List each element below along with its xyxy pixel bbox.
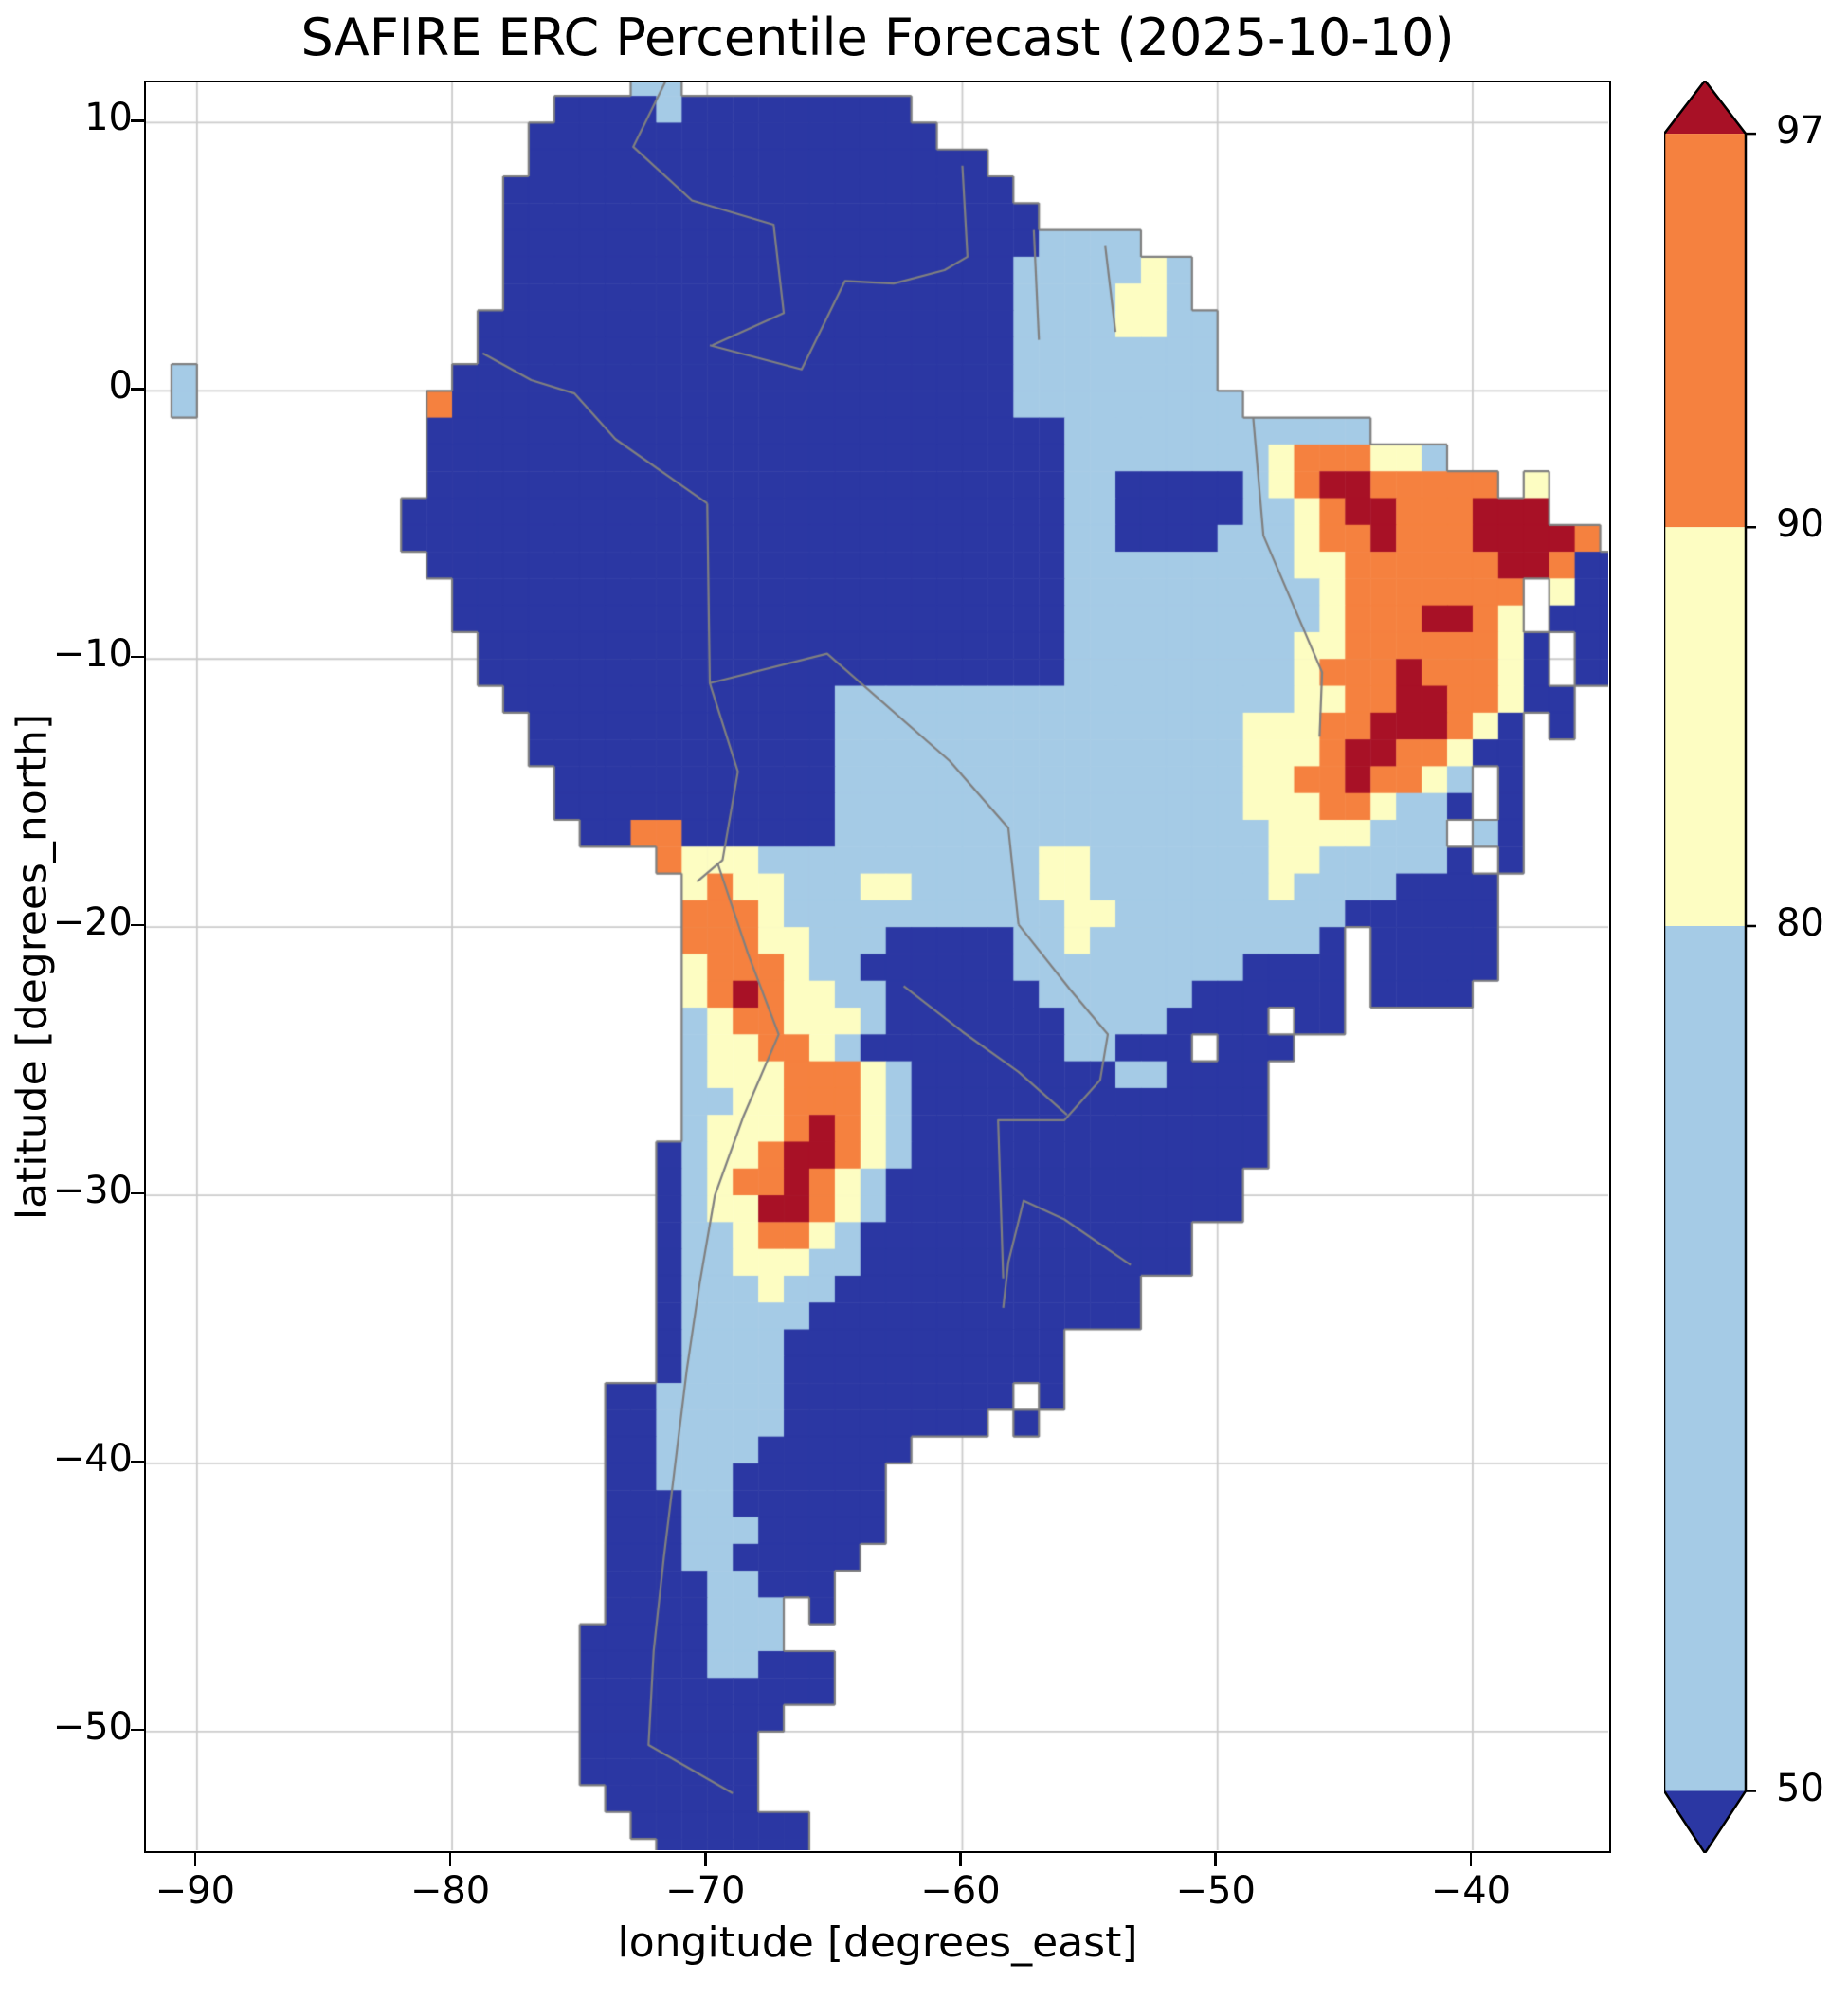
x-tick-label: −80 xyxy=(409,1869,491,1913)
colorbar-extend-bottom xyxy=(1664,1790,1746,1853)
y-tick-mark xyxy=(131,1460,144,1463)
colorbar-svg xyxy=(1662,78,1756,1856)
map-plot-area xyxy=(144,81,1611,1853)
x-tick-mark xyxy=(1469,1853,1473,1866)
y-tick-mark xyxy=(131,119,144,122)
x-tick-mark xyxy=(704,1853,707,1866)
y-tick-mark xyxy=(131,923,144,927)
x-axis-label: longitude [degrees_east] xyxy=(617,1918,1138,1967)
x-tick-label: −40 xyxy=(1430,1869,1512,1913)
y-tick-mark xyxy=(131,1728,144,1732)
colorbar-tick-label: 97 xyxy=(1776,109,1824,154)
x-tick-mark xyxy=(959,1853,962,1866)
colorbar-tick-label: 50 xyxy=(1776,1766,1824,1810)
x-tick-mark xyxy=(1214,1853,1217,1866)
x-tick-mark xyxy=(448,1853,452,1866)
y-tick-label: 0 xyxy=(108,364,133,409)
y-tick-mark xyxy=(131,388,144,391)
colorbar-segment-80-90 xyxy=(1664,527,1746,926)
y-tick-mark xyxy=(131,655,144,659)
colorbar xyxy=(1662,78,1778,1856)
x-tick-mark xyxy=(193,1853,197,1866)
colorbar-segment-90-97 xyxy=(1664,134,1746,528)
y-axis-label: latitude [degrees_north] xyxy=(8,713,57,1221)
x-tick-label: −50 xyxy=(1175,1869,1256,1913)
y-tick-label: −30 xyxy=(52,1169,133,1213)
colorbar-tick-label: 90 xyxy=(1776,502,1824,547)
south-america-erc-map xyxy=(146,82,1608,1850)
y-tick-label: −10 xyxy=(52,632,133,677)
x-tick-label: −60 xyxy=(920,1869,1001,1913)
y-tick-label: 10 xyxy=(84,96,133,140)
y-tick-label: −50 xyxy=(52,1704,133,1749)
figure-title: SAFIRE ERC Percentile Forecast (2025-10-… xyxy=(300,8,1455,67)
y-tick-label: −40 xyxy=(52,1436,133,1481)
colorbar-extend-top xyxy=(1664,81,1746,135)
y-tick-label: −20 xyxy=(52,900,133,945)
x-tick-label: −90 xyxy=(154,1869,236,1913)
x-tick-label: −70 xyxy=(665,1869,746,1913)
colorbar-segment-50-80 xyxy=(1664,925,1746,1791)
colorbar-tick-label: 80 xyxy=(1776,900,1824,945)
y-tick-mark xyxy=(131,1191,144,1195)
